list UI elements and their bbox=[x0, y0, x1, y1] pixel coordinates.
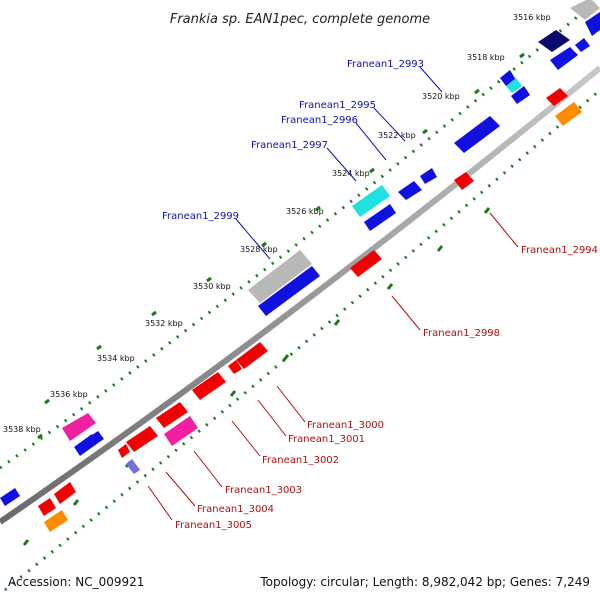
gene-arrow[interactable] bbox=[126, 459, 140, 474]
tick-label: 3532 kbp bbox=[145, 319, 183, 328]
tick-label: 3536 kbp bbox=[50, 390, 88, 399]
gene-label[interactable]: Franean1_2996 bbox=[281, 115, 358, 126]
gene-arrow[interactable] bbox=[164, 416, 198, 446]
gene-arrow[interactable] bbox=[236, 342, 268, 369]
tick-labels: 3516 kbp 3518 kbp 3520 kbp 3522 kbp 3524… bbox=[3, 13, 551, 434]
tick-label: 3538 kbp bbox=[3, 425, 41, 434]
tick-label: 3534 kbp bbox=[97, 354, 135, 363]
gene-label[interactable]: Franean1_3005 bbox=[175, 520, 252, 531]
outer-major-ticks bbox=[37, 52, 525, 440]
tick-label: 3516 kbp bbox=[513, 13, 551, 22]
reverse-gene-labels: Franean1_2994 Franean1_2998 Franean1_300… bbox=[175, 245, 598, 531]
forward-leader-lines bbox=[235, 66, 443, 260]
tick-label: 3522 kbp bbox=[378, 131, 416, 140]
tick-label: 3524 kbp bbox=[332, 169, 370, 178]
gene-arrow[interactable] bbox=[86, 431, 104, 447]
gene-label[interactable]: Franean1_3000 bbox=[307, 420, 384, 431]
gene-label[interactable]: Franean1_2998 bbox=[423, 328, 500, 339]
gene-arrow[interactable] bbox=[585, 12, 600, 36]
gene-arrow[interactable] bbox=[570, 0, 600, 20]
gene-arrow[interactable] bbox=[454, 116, 500, 153]
tick-label: 3530 kbp bbox=[193, 282, 231, 291]
gene-arrow[interactable] bbox=[126, 426, 158, 452]
map-title: Frankia sp. EAN1pec, complete genome bbox=[170, 12, 430, 27]
tick-label: 3520 kbp bbox=[422, 92, 460, 101]
gene-arrow[interactable] bbox=[511, 86, 530, 104]
gene-arrow[interactable] bbox=[38, 498, 56, 516]
forward-strand-genes bbox=[0, 0, 600, 506]
gene-arrow[interactable] bbox=[248, 250, 312, 303]
tick-label: 3518 kbp bbox=[467, 53, 505, 62]
gene-arrow[interactable] bbox=[538, 30, 570, 52]
tick-label: 3526 kbp bbox=[286, 207, 324, 216]
gene-arrow[interactable] bbox=[0, 488, 20, 506]
gene-label[interactable]: Franean1_2993 bbox=[347, 59, 424, 70]
genome-summary-text: Topology: circular; Length: 8,982,042 bp… bbox=[259, 575, 590, 589]
gene-label[interactable]: Franean1_2997 bbox=[251, 140, 328, 151]
gene-arrow[interactable] bbox=[454, 172, 474, 190]
gene-arrow[interactable] bbox=[546, 88, 568, 106]
accession-text: Accession: NC_009921 bbox=[8, 575, 144, 589]
forward-gene-labels: Franean1_2993 Franean1_2995 Franean1_299… bbox=[162, 59, 424, 222]
gene-arrow[interactable] bbox=[550, 47, 578, 70]
gene-arrow[interactable] bbox=[398, 181, 422, 200]
gene-arrow[interactable] bbox=[192, 372, 226, 400]
gene-label[interactable]: Franean1_3001 bbox=[288, 434, 365, 445]
gene-arrow[interactable] bbox=[44, 510, 68, 532]
gene-label[interactable]: Franean1_2995 bbox=[299, 100, 376, 111]
gene-arrow[interactable] bbox=[555, 102, 582, 126]
gene-arrow[interactable] bbox=[364, 204, 396, 231]
gene-label[interactable]: Franean1_3004 bbox=[197, 504, 274, 515]
gene-label[interactable]: Franean1_3003 bbox=[225, 485, 302, 496]
gene-arrow[interactable] bbox=[228, 360, 242, 374]
gene-arrow[interactable] bbox=[350, 250, 382, 277]
gene-arrow[interactable] bbox=[575, 38, 590, 52]
outer-tick-ring bbox=[0, 0, 596, 470]
reverse-leader-lines bbox=[147, 212, 519, 521]
gene-arrow[interactable] bbox=[352, 185, 390, 217]
gene-arrow[interactable] bbox=[258, 266, 320, 316]
gene-label[interactable]: Franean1_2994 bbox=[521, 245, 598, 256]
gene-arrow[interactable] bbox=[62, 413, 96, 441]
tick-label: 3528 kbp bbox=[240, 245, 278, 254]
gene-arrow[interactable] bbox=[118, 444, 130, 458]
inner-tick-ring bbox=[4, 88, 600, 592]
gene-label[interactable]: Franean1_3002 bbox=[262, 455, 339, 466]
genome-backbone bbox=[0, 65, 600, 525]
reverse-strand-genes bbox=[38, 88, 582, 532]
gene-arrow[interactable] bbox=[506, 78, 522, 93]
gene-label[interactable]: Franean1_2999 bbox=[162, 211, 239, 222]
gene-arrow[interactable] bbox=[420, 168, 437, 184]
gene-arrow[interactable] bbox=[156, 402, 188, 428]
gene-arrow[interactable] bbox=[54, 482, 76, 504]
